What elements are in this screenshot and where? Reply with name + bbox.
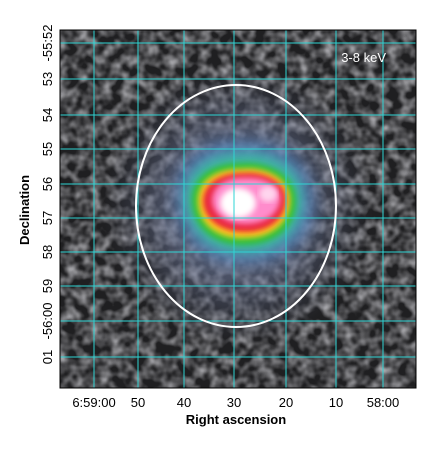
coordinate-grid — [60, 30, 416, 388]
y-axis-label: Declination — [17, 175, 32, 245]
emission-secondary-peak — [259, 186, 277, 202]
x-tick-label: 50 — [131, 395, 145, 410]
y-tick-label: 57 — [40, 211, 55, 225]
y-tick-labels: -55:52 53 54 55 56 57 58 59 -56:00 01 — [40, 25, 55, 365]
y-tick-label: -56:00 — [40, 303, 55, 340]
x-tick-labels: 6:59:00 50 40 30 20 10 58:00 — [72, 395, 399, 410]
x-tick-label: 58:00 — [367, 395, 400, 410]
emission-peak — [220, 188, 256, 218]
y-tick-label: 58 — [40, 245, 55, 259]
x-tick-label: 20 — [279, 395, 293, 410]
y-tick-label: -55:52 — [40, 25, 55, 62]
x-tick-label: 6:59:00 — [72, 395, 115, 410]
y-tick-label: 53 — [40, 72, 55, 86]
y-tick-label: 59 — [40, 279, 55, 293]
y-tick-label: 56 — [40, 177, 55, 191]
emission-blob — [176, 141, 313, 263]
x-tick-label: 40 — [177, 395, 191, 410]
y-tick-label: 54 — [40, 108, 55, 122]
energy-band-label: 3-8 keV — [341, 50, 386, 65]
region-ellipse — [135, 84, 337, 328]
y-tick-label: 01 — [40, 350, 55, 364]
x-axis-label: Right ascension — [186, 412, 286, 427]
image-frame — [59, 29, 417, 389]
x-tick-label: 10 — [329, 395, 343, 410]
x-tick-label: 30 — [227, 395, 241, 410]
y-tick-label: 55 — [40, 142, 55, 156]
